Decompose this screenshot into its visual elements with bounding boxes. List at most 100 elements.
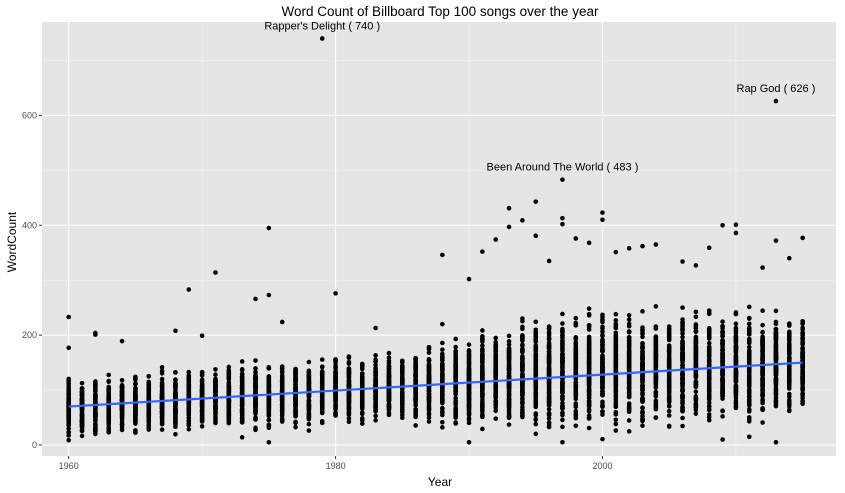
data-point [239, 401, 245, 406]
data-point [520, 334, 525, 339]
data-point [626, 344, 632, 349]
data-point [359, 366, 365, 372]
data-point [279, 405, 285, 410]
data-point [226, 418, 232, 424]
data-point [133, 377, 138, 382]
data-point [533, 351, 539, 356]
data-point [653, 406, 659, 412]
data-point [133, 389, 138, 395]
data-point [680, 423, 685, 429]
data-point [213, 407, 218, 412]
data-point [386, 410, 392, 416]
data-point [186, 374, 192, 379]
data-point [253, 366, 258, 371]
data-point [146, 427, 152, 432]
data-point [560, 383, 565, 389]
data-point [706, 404, 712, 410]
data-point [319, 420, 325, 426]
data-point [520, 411, 525, 416]
data-point [520, 347, 525, 353]
data-point [560, 351, 565, 357]
data-point [226, 413, 232, 418]
data-point [653, 415, 659, 420]
data-point [733, 321, 739, 327]
data-point [173, 385, 178, 391]
data-point [79, 412, 85, 418]
data-point [373, 372, 378, 378]
data-point [239, 359, 245, 364]
data-point [533, 355, 539, 361]
data-point [66, 397, 71, 402]
data-point [613, 325, 619, 331]
data-point [693, 309, 699, 315]
data-point [333, 403, 338, 408]
data-point [173, 377, 178, 383]
data-point [440, 373, 445, 378]
data-point [346, 354, 352, 359]
data-point [453, 371, 458, 377]
data-point [66, 411, 71, 417]
data-point [533, 431, 539, 437]
data-point [373, 418, 378, 423]
data-point [586, 403, 592, 408]
data-point [626, 429, 632, 434]
data-point [173, 401, 178, 406]
data-point [573, 401, 579, 406]
data-point [359, 416, 365, 421]
data-point [706, 395, 712, 400]
data-point [239, 387, 245, 393]
data-point [173, 424, 178, 430]
data-point [493, 362, 499, 368]
data-point [506, 346, 512, 352]
data-point [546, 416, 552, 422]
data-point [666, 403, 672, 409]
data-point [146, 396, 152, 402]
data-point [400, 370, 405, 375]
data-point [520, 324, 525, 330]
data-point [693, 363, 699, 369]
data-point [586, 353, 592, 358]
data-point [573, 367, 579, 373]
data-point [480, 386, 485, 391]
data-point [293, 420, 298, 426]
data-point [106, 395, 112, 401]
data-point [293, 408, 298, 413]
data-point [506, 422, 512, 427]
data-point [546, 337, 552, 342]
data-point [653, 350, 659, 356]
data-point [346, 419, 352, 424]
data-point [666, 413, 672, 418]
data-point [666, 381, 672, 387]
data-point [573, 415, 579, 421]
data-point [640, 350, 645, 355]
data-point [640, 334, 645, 340]
data-point [653, 403, 659, 408]
data-point [666, 370, 672, 376]
data-point [640, 409, 645, 414]
data-point [79, 428, 85, 433]
data-point [453, 336, 458, 342]
data-point [680, 338, 685, 344]
data-point [666, 359, 672, 365]
data-point [560, 406, 565, 411]
data-point [79, 380, 85, 386]
data-point [173, 432, 178, 437]
data-point [653, 304, 659, 309]
data-point [333, 374, 338, 380]
data-point [319, 357, 325, 362]
data-point [600, 436, 605, 442]
data-point [226, 385, 232, 391]
data-point [493, 398, 499, 404]
data-point [546, 343, 552, 349]
data-point [520, 407, 525, 412]
data-point [106, 379, 112, 385]
data-point [279, 370, 285, 375]
data-point [613, 311, 619, 317]
data-point [66, 406, 71, 412]
data-point [600, 329, 605, 334]
data-point [653, 360, 659, 366]
data-point [413, 362, 418, 367]
data-point [346, 416, 352, 421]
data-point [146, 412, 152, 418]
data-point [600, 317, 605, 323]
